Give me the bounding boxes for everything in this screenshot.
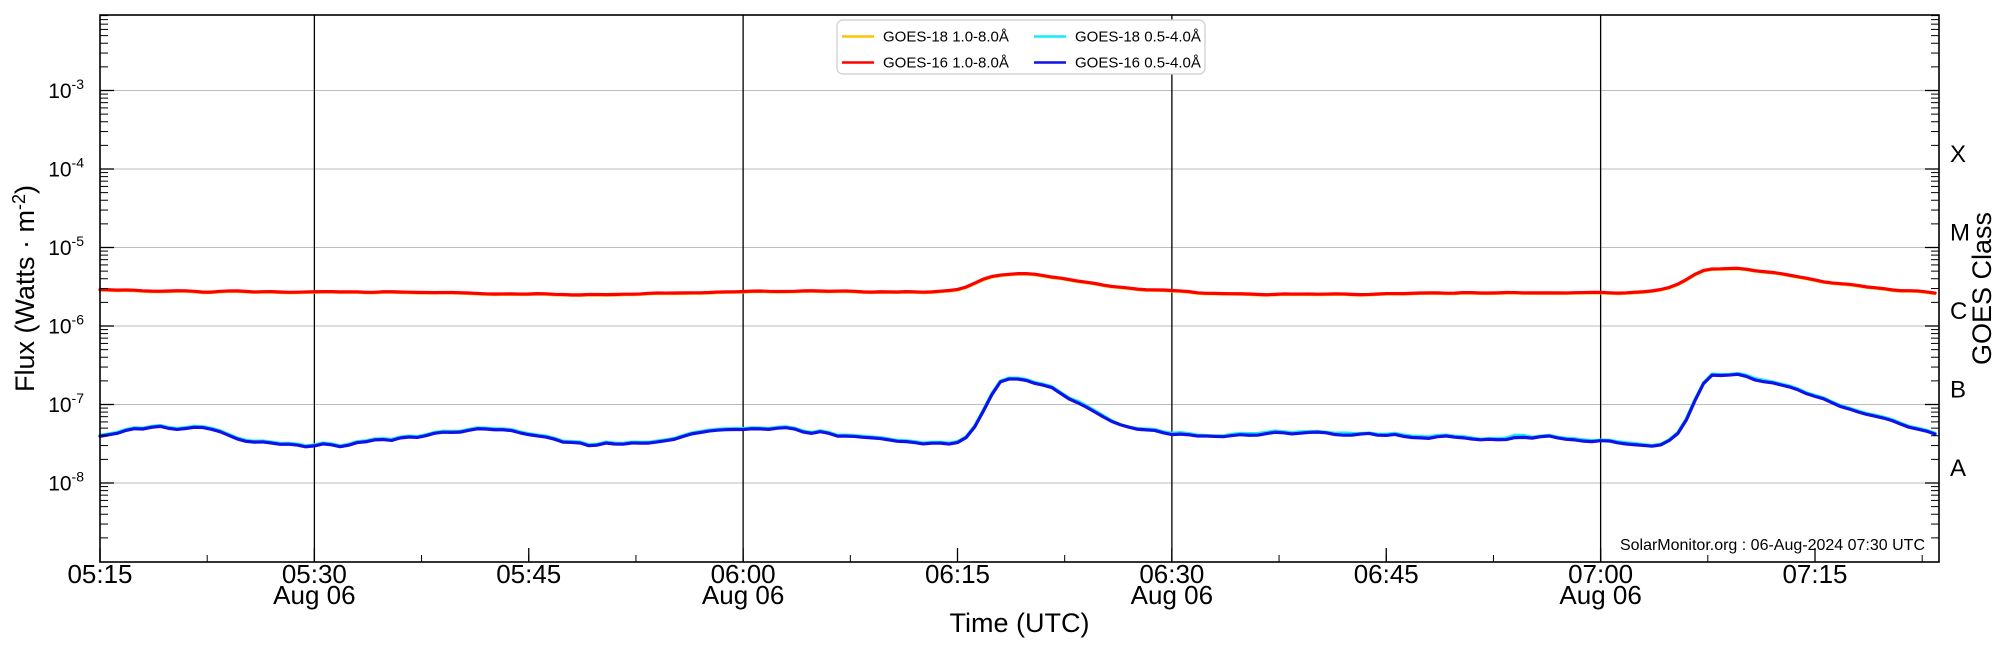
- svg-text:GOES Class: GOES Class: [1967, 212, 1997, 365]
- svg-text:07:15: 07:15: [1782, 559, 1847, 589]
- svg-text:Time (UTC): Time (UTC): [950, 608, 1090, 638]
- svg-text:05:45: 05:45: [496, 559, 561, 589]
- svg-text:Aug 06: Aug 06: [1559, 580, 1641, 610]
- svg-text:GOES-18 0.5-4.0Å: GOES-18 0.5-4.0Å: [1075, 29, 1201, 46]
- svg-text:GOES-16 0.5-4.0Å: GOES-16 0.5-4.0Å: [1075, 55, 1201, 72]
- svg-text:Flux (Watts · m-2): Flux (Watts · m-2): [9, 185, 40, 392]
- svg-text:A: A: [1950, 455, 1966, 482]
- svg-text:06:15: 06:15: [925, 559, 990, 589]
- svg-text:SolarMonitor.org : 06-Aug-2024: SolarMonitor.org : 06-Aug-2024 07:30 UTC: [1620, 537, 1925, 554]
- svg-text:Aug 06: Aug 06: [702, 580, 784, 610]
- svg-text:B: B: [1950, 377, 1966, 404]
- svg-text:GOES-18 1.0-8.0Å: GOES-18 1.0-8.0Å: [883, 29, 1009, 46]
- svg-text:C: C: [1950, 298, 1967, 325]
- svg-text:GOES-16 1.0-8.0Å: GOES-16 1.0-8.0Å: [883, 55, 1009, 72]
- svg-text:06:45: 06:45: [1354, 559, 1419, 589]
- svg-text:X: X: [1950, 141, 1966, 168]
- svg-text:Aug 06: Aug 06: [273, 580, 355, 610]
- svg-text:Aug 06: Aug 06: [1131, 580, 1213, 610]
- svg-text:05:15: 05:15: [67, 559, 132, 589]
